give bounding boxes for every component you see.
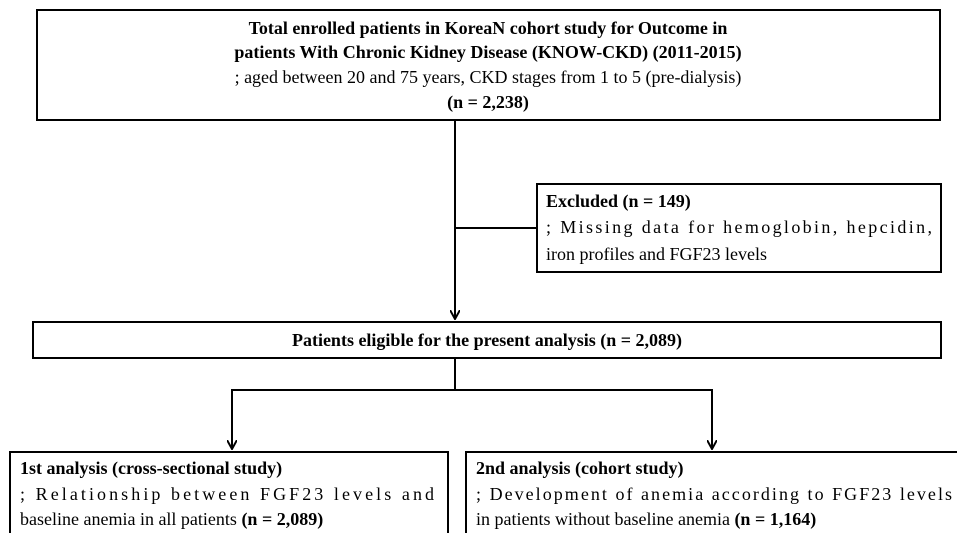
node-text-line: in patients without baseline anemia (n =… <box>476 509 816 530</box>
node-title: Patients eligible for the present analys… <box>292 330 682 351</box>
node-text: in patients without baseline anemia <box>476 509 730 529</box>
node-text: ; aged between 20 and 75 years, CKD stag… <box>235 67 742 88</box>
node-title: 1st analysis (cross-sectional study) <box>20 458 282 479</box>
node-text: ; Missing data for hemoglobin, hepcidin, <box>546 217 932 237</box>
node-title: Excluded (n = 149) <box>546 191 691 212</box>
node-title: patients With Chronic Kidney Disease (KN… <box>234 42 741 63</box>
node-text: ; Development of anemia according to FGF… <box>476 484 952 504</box>
box <box>536 183 942 273</box>
node-text-line: baseline anemia in all patients (n = 2,0… <box>20 509 323 530</box>
box <box>465 451 957 533</box>
node-count: (n = 2,089) <box>241 509 323 530</box>
node-count: (n = 1,164) <box>734 509 816 530</box>
box <box>9 451 449 533</box>
box <box>36 9 941 121</box>
node-title: 2nd analysis (cohort study) <box>476 458 684 479</box>
box <box>32 321 942 359</box>
node-title: Total enrolled patients in KoreaN cohort… <box>249 18 728 38</box>
node-count: (n = 2,238) <box>447 92 529 113</box>
node-text: baseline anemia in all patients <box>20 509 237 529</box>
node-text: iron profiles and FGF23 levels <box>546 244 767 264</box>
